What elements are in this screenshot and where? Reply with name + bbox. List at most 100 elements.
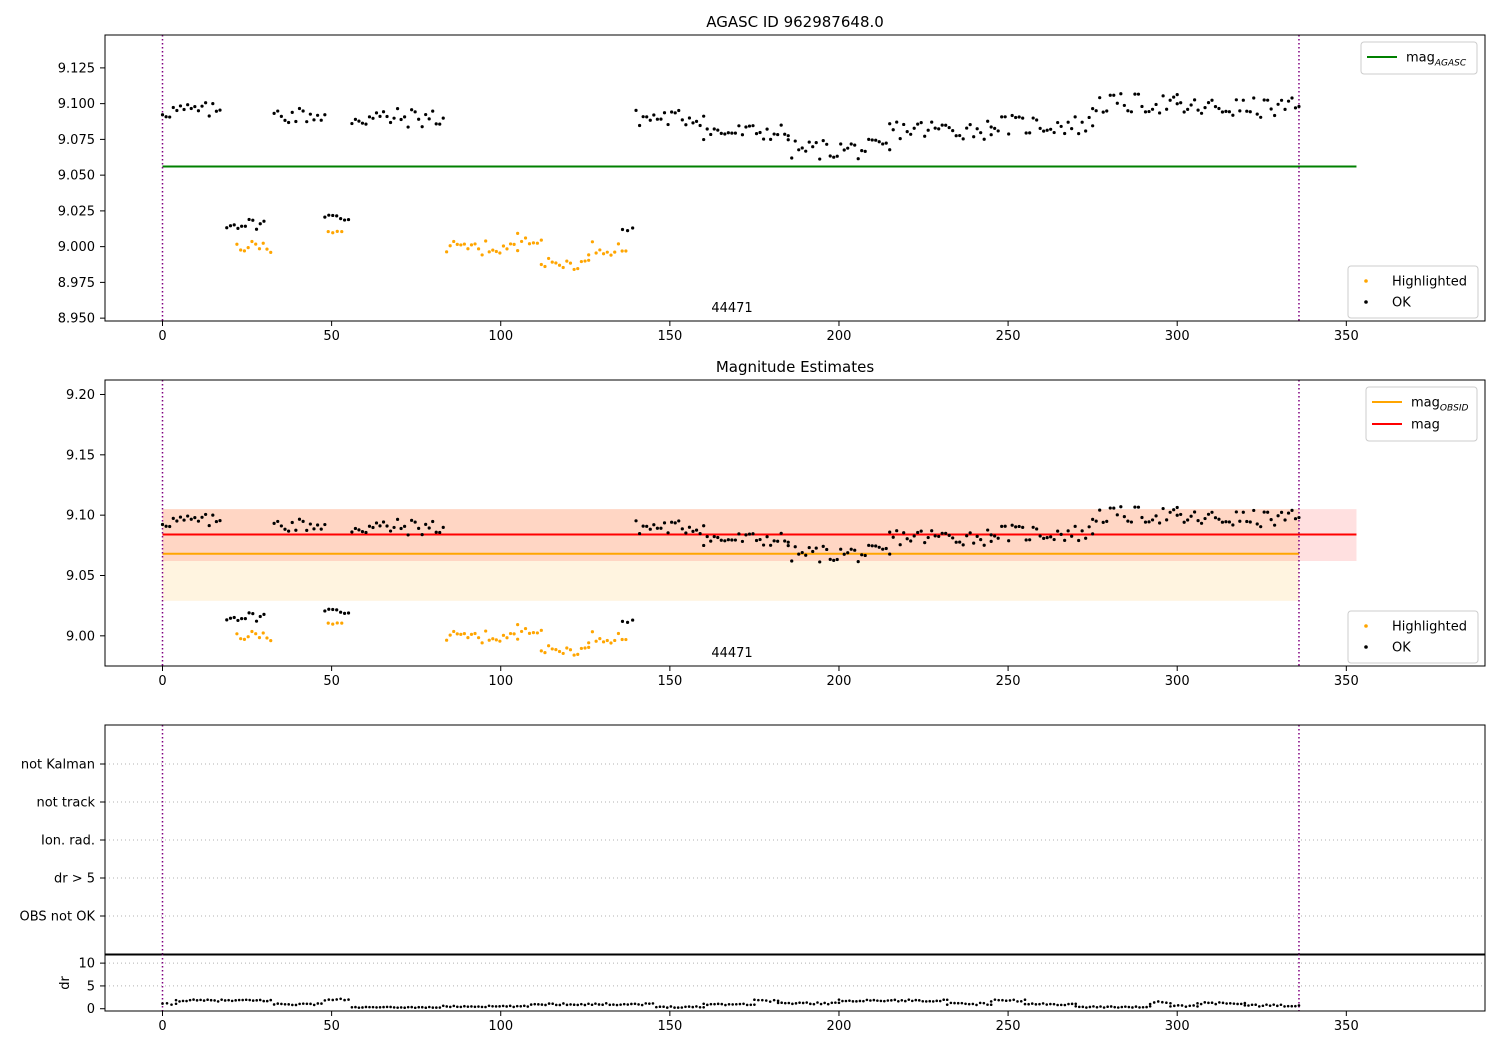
- highlighted-point: [550, 260, 554, 264]
- panel-flags: not Kalman not track Ion. rad. dr > 5 OBS no…: [20, 724, 1486, 956]
- dr-point: [526, 1005, 530, 1008]
- ok-point: [1091, 107, 1095, 111]
- ok-point: [1241, 98, 1245, 102]
- panel-magnitude-estimates: Magnitude Estimates 44471 9.009.059.109.…: [66, 358, 1486, 689]
- ok-point: [323, 522, 327, 527]
- p2-xtick-label: 150: [657, 674, 682, 689]
- ok-point: [684, 123, 688, 127]
- p4-xtick-label: 250: [996, 1019, 1021, 1034]
- ok-point: [1154, 514, 1158, 518]
- dr-point: [1236, 1002, 1239, 1006]
- ok-point: [926, 535, 930, 540]
- dr-point: [1283, 1005, 1286, 1008]
- ok-point: [1245, 519, 1249, 524]
- ok-point: [1175, 513, 1179, 517]
- dr-point: [823, 1001, 826, 1005]
- ok-point: [698, 532, 702, 536]
- ok-point: [625, 620, 630, 624]
- dr-point: [742, 1002, 745, 1006]
- ok-point: [1213, 516, 1218, 520]
- ok-point: [856, 157, 860, 161]
- ok-point: [687, 525, 692, 529]
- dr-point: [1106, 1005, 1109, 1009]
- ok-point: [1091, 517, 1095, 521]
- dr-point: [1045, 1003, 1049, 1006]
- ok-point: [331, 213, 335, 218]
- dr-point: [565, 1003, 569, 1007]
- ok-point: [758, 537, 762, 542]
- panel-magnitude-legend-points: Highlighted OK: [1347, 610, 1479, 664]
- p2-legend-line-label: mag: [1411, 418, 1440, 433]
- panel-agasc-x-ticks: 0 50 100 150 200 250 300 350: [158, 321, 1359, 344]
- panel-magnitude-annotation: 44471: [711, 646, 752, 661]
- ok-point: [968, 123, 972, 127]
- ok-point: [989, 133, 993, 137]
- highlighted-point: [484, 629, 488, 633]
- ok-point: [1217, 517, 1221, 521]
- dr-point: [174, 1002, 178, 1006]
- ok-point: [758, 130, 762, 135]
- ok-point: [175, 108, 179, 113]
- ok-point: [276, 109, 280, 113]
- ok-point: [1063, 131, 1067, 136]
- p2-ytick-label: 9.20: [66, 388, 95, 403]
- ok-point: [272, 521, 276, 525]
- dr-point: [1203, 1001, 1207, 1004]
- ok-point: [737, 532, 741, 536]
- p1-legend-point-swatch: [1364, 279, 1368, 283]
- dr-point: [1074, 1002, 1078, 1006]
- flag-label: Ion. rad.: [41, 834, 95, 849]
- ok-point: [811, 549, 815, 554]
- ok-point: [1255, 112, 1259, 116]
- ok-point: [243, 224, 247, 228]
- dr-point: [347, 998, 350, 1001]
- p1-legend-line-label: magAGASC: [1406, 51, 1467, 69]
- panel-dr-frame: [104, 953, 1486, 1012]
- ok-point: [378, 114, 382, 118]
- ok-point: [832, 558, 836, 562]
- ok-point: [1262, 98, 1266, 102]
- ok-point: [1126, 109, 1130, 113]
- dr-point: [298, 1002, 301, 1006]
- flag-label: OBS not OK: [20, 910, 96, 925]
- ok-point: [350, 121, 354, 126]
- highlighted-point: [609, 253, 613, 257]
- ok-point: [204, 512, 208, 517]
- highlighted-point: [257, 636, 262, 640]
- ok-point: [662, 521, 667, 525]
- p2-ytick-label: 9.00: [66, 629, 95, 644]
- dr-point: [956, 1001, 960, 1005]
- dr-point: [676, 1006, 680, 1009]
- highlighted-point: [466, 635, 470, 640]
- highlighted-point: [455, 632, 459, 636]
- dr-point: [576, 1003, 580, 1007]
- dr-point: [544, 1003, 547, 1007]
- ok-point: [933, 534, 937, 538]
- ok-point: [441, 525, 445, 529]
- ok-point: [620, 619, 625, 623]
- dr-point: [753, 1003, 756, 1006]
- ok-point: [371, 116, 375, 120]
- ok-point: [1210, 510, 1214, 514]
- dr-point: [428, 1005, 431, 1009]
- dr-point: [594, 1002, 597, 1005]
- ok-point: [175, 519, 179, 523]
- highlighted-point: [487, 250, 491, 254]
- highlighted-point: [250, 239, 254, 244]
- highlighted-point: [469, 632, 474, 636]
- dr-point: [590, 1003, 594, 1007]
- ok-point: [637, 123, 642, 128]
- p1-xtick-label: 150: [657, 329, 682, 344]
- ok-point: [662, 111, 667, 115]
- ok-point: [1179, 101, 1183, 105]
- ok-point: [1199, 111, 1204, 115]
- ok-point: [406, 533, 410, 537]
- ok-point: [395, 517, 400, 521]
- ok-point: [1021, 116, 1025, 120]
- highlighted-point: [466, 247, 470, 251]
- ok-point: [996, 536, 1000, 540]
- ok-point: [790, 156, 794, 160]
- highlighted-point: [445, 638, 449, 642]
- p1-ytick-label: 9.125: [58, 61, 95, 76]
- ok-point: [888, 148, 892, 152]
